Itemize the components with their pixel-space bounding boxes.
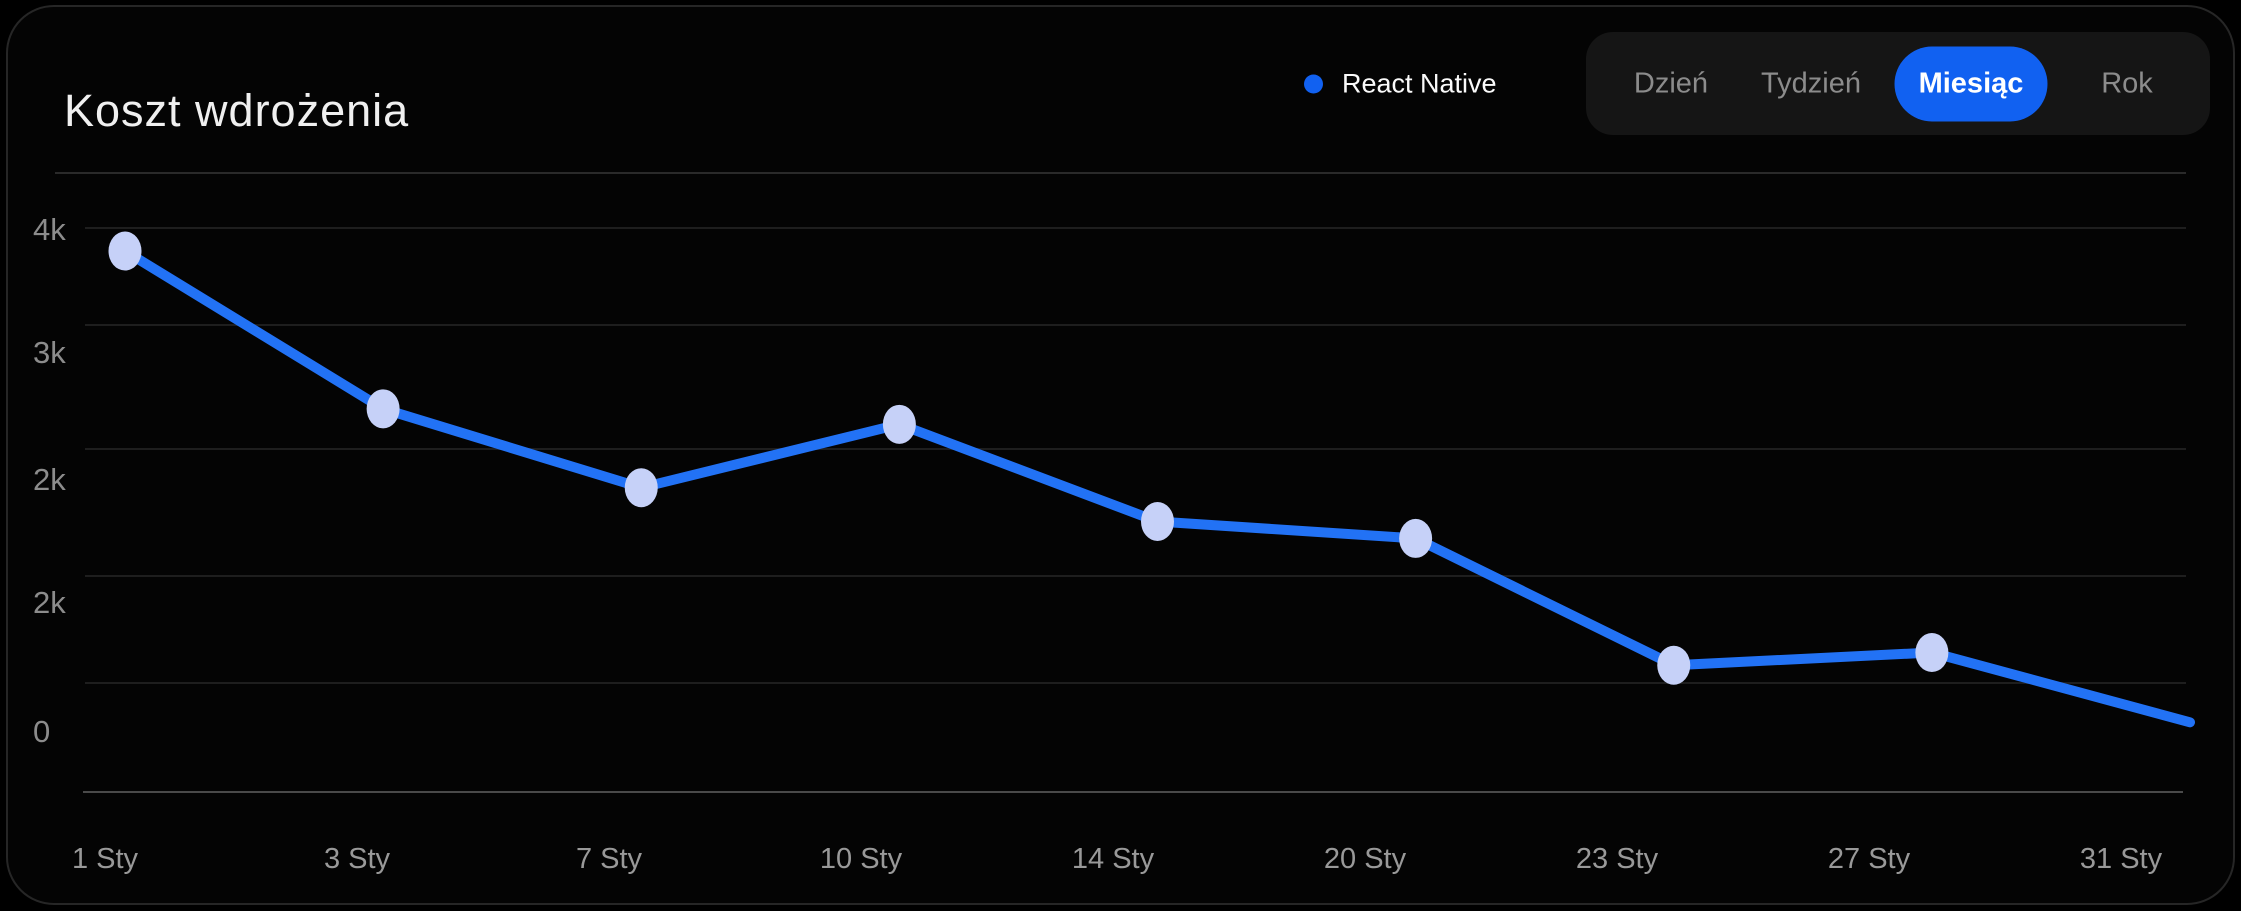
data-point-marker: [1657, 645, 1691, 685]
data-point-marker: [624, 468, 658, 508]
y-axis-label: 2k: [33, 585, 66, 620]
time-range-tabs: Dzień Tydzień Miesiąc Rok: [1586, 32, 2210, 135]
chart-card: [6, 5, 2235, 905]
chart-title: Koszt wdrożenia: [64, 85, 410, 137]
data-point-marker: [108, 231, 142, 271]
x-axis-label: 20 Sty: [1323, 843, 1407, 875]
y-axis-label: 3k: [33, 335, 66, 370]
series-line: [120, 246, 2195, 728]
data-point-marker: [1915, 633, 1949, 673]
tab-dzien[interactable]: Dzień: [1614, 46, 1728, 121]
legend-label: React Native: [1342, 68, 1497, 99]
x-axis-label: 7 Sty: [575, 843, 643, 875]
x-axis-label: 31 Sty: [2079, 843, 2163, 875]
x-axis-label: 10 Sty: [819, 843, 903, 875]
data-point-marker: [366, 389, 400, 429]
y-axis-label: 4k: [33, 212, 66, 247]
data-point-marker: [882, 404, 916, 444]
y-axis-label: 0: [33, 714, 51, 749]
x-axis-label: 23 Sty: [1575, 843, 1659, 875]
y-axis-label: 2k: [33, 462, 66, 497]
x-axis-label: 1 Sty: [71, 843, 139, 875]
data-point-marker: [1141, 502, 1174, 542]
x-axis-label: 3 Sty: [323, 843, 391, 875]
tab-tydzien[interactable]: Tydzień: [1741, 46, 1881, 121]
x-axis-label: 14 Sty: [1071, 843, 1155, 875]
legend-dot-icon: [1304, 74, 1323, 94]
tab-miesiac[interactable]: Miesiąc: [1894, 46, 2048, 121]
legend-item-react-native[interactable]: React Native: [1304, 69, 1497, 100]
data-point-marker: [1399, 518, 1433, 558]
tab-rok[interactable]: Rok: [2081, 46, 2173, 121]
x-axis-label: 27 Sty: [1827, 843, 1911, 875]
header-divider: [55, 172, 2186, 174]
